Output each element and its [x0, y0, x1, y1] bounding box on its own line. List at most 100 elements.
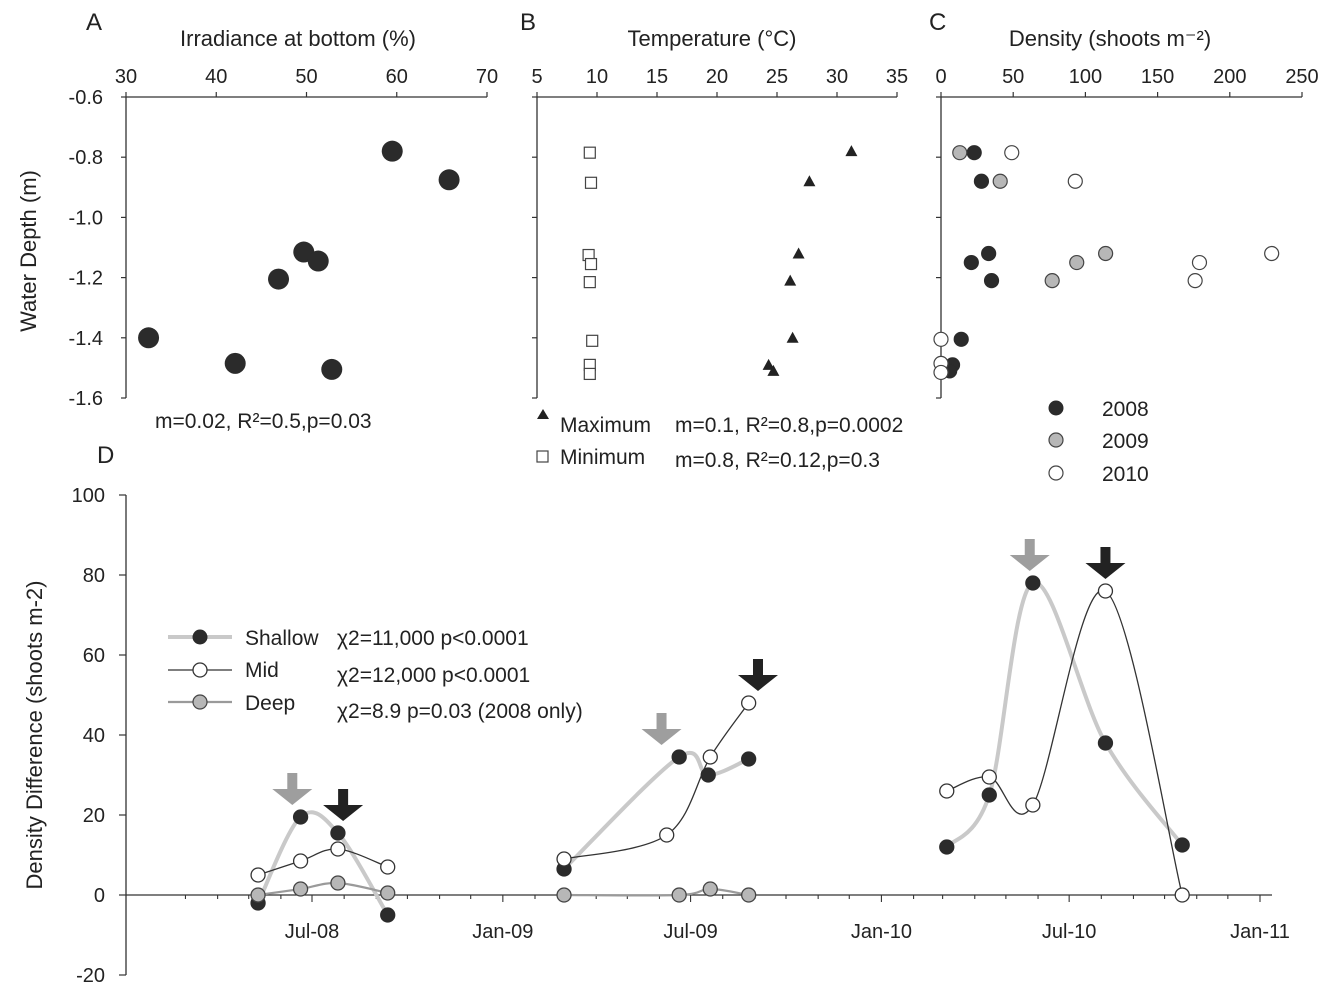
max-temp-point	[786, 331, 799, 343]
legend-mid-label: Mid	[245, 659, 279, 682]
shallow-point	[292, 809, 309, 825]
legend-minimum-stat: m=0.8, R²=0.12,p=0.3	[675, 449, 880, 472]
density-point-2009	[952, 145, 968, 161]
y-tick-label: -1.4	[69, 328, 103, 350]
density-point-2008	[953, 331, 969, 347]
y-tick-label: 100	[72, 485, 105, 507]
mid-point	[556, 851, 572, 867]
panel-a-letter: A	[86, 9, 102, 36]
panel-d-letter: D	[97, 442, 114, 469]
mid-point	[250, 867, 266, 883]
max-temp-point	[845, 145, 858, 157]
y-tick-label: 20	[83, 805, 105, 827]
min-temp-point	[584, 176, 598, 189]
x-tick-label: Jan-11	[1230, 921, 1290, 943]
panel-a-ylabel: Water Depth (m)	[16, 170, 41, 332]
legend-deep-marker	[192, 694, 208, 710]
y-tick-label: 80	[83, 565, 105, 587]
legend-shallow-stat: χ2=11,000 p<0.0001	[337, 627, 529, 650]
deep-point	[330, 875, 346, 891]
x-tick-label: 150	[1141, 66, 1174, 88]
shallow-point	[981, 787, 997, 803]
min-temp-point	[583, 146, 596, 159]
max-temp-point	[792, 247, 805, 259]
legend-2010-marker	[1048, 465, 1064, 481]
max-temp-point	[762, 358, 775, 370]
density-point-2008	[981, 245, 997, 262]
data-point	[381, 140, 403, 162]
x-tick-label: 40	[205, 66, 227, 88]
density-point-2010	[1004, 145, 1020, 161]
min-temp-point	[583, 276, 596, 289]
y-tick-label: -20	[76, 965, 105, 987]
panel-b-letter: B	[520, 9, 536, 36]
density-point-2010	[1067, 173, 1083, 189]
x-tick-label: 25	[766, 66, 788, 88]
x-tick-label: 50	[295, 66, 317, 88]
deep-point	[671, 887, 687, 903]
peak-arrow-gray	[272, 773, 313, 805]
deep-point	[702, 881, 718, 897]
x-tick-label: Jan-09	[472, 921, 533, 943]
peak-arrow-gray	[641, 713, 682, 745]
density-point-2008	[966, 145, 982, 161]
mid-point	[292, 853, 309, 869]
panel-a-stat: m=0.02, R²=0.5,p=0.03	[155, 410, 372, 433]
min-temp-point	[586, 334, 599, 347]
shallow-point	[700, 767, 716, 783]
x-tick-label: 5	[531, 66, 542, 88]
x-tick-label: 100	[1069, 66, 1102, 88]
data-point	[224, 352, 246, 374]
data-point	[307, 250, 329, 272]
x-tick-label: Jul-08	[285, 921, 339, 943]
x-tick-label: Jan-10	[851, 921, 912, 943]
mid-point	[981, 769, 997, 785]
mid-point	[702, 749, 718, 765]
panel-b: B Temperature (°C) 5 10 15 20 25 30 35 Maximum…	[520, 9, 908, 472]
legend-minimum-label: Minimum	[560, 446, 645, 469]
x-tick-label: 200	[1213, 66, 1246, 88]
panel-b-legend: Maximum m=0.1, R²=0.8,p=0.0002 Minimum m…	[536, 409, 903, 472]
min-temp-point	[584, 257, 598, 271]
legend-maximum-stat: m=0.1, R²=0.8,p=0.0002	[675, 414, 903, 437]
data-point	[268, 268, 290, 290]
y-tick-label: -0.8	[69, 147, 103, 169]
min-temp-point	[583, 367, 596, 381]
legend-2008-marker	[1048, 400, 1064, 416]
panel-a-xlabel: Irradiance at bottom (%)	[180, 26, 416, 51]
deep-point	[741, 887, 757, 903]
mid-point	[1174, 887, 1190, 903]
x-tick-label: 10	[586, 66, 608, 88]
mid-line	[257, 848, 389, 876]
legend-triangle-marker	[537, 409, 549, 419]
shallow-point	[1097, 735, 1114, 751]
density-point-2008	[973, 173, 990, 189]
legend-shallow-label: Shallow	[245, 627, 319, 650]
mid-point	[939, 783, 955, 799]
mid-point	[1097, 583, 1114, 599]
max-temp-point	[803, 175, 816, 187]
panel-c: C Density (shoots m⁻²) 0 50 100 150 200 250 2…	[929, 9, 1319, 486]
panel-d-legend: Shallow χ2=11,000 p<0.0001 Mid χ2=12,000…	[168, 627, 583, 723]
peak-arrow-black	[1085, 547, 1126, 579]
peak-arrow-gray	[1009, 539, 1050, 571]
legend-square-marker	[536, 450, 549, 463]
deep-line	[256, 881, 389, 897]
data-point	[438, 169, 460, 191]
y-tick-label: -1.6	[69, 388, 103, 410]
y-tick-label: -0.6	[69, 87, 103, 109]
x-tick-label: 250	[1285, 66, 1318, 88]
x-tick-label: 30	[115, 66, 137, 88]
density-point-2008	[983, 273, 1000, 289]
legend-2008-label: 2008	[1102, 398, 1149, 421]
shallow-point	[741, 751, 757, 767]
x-tick-label: Jul-09	[663, 921, 717, 943]
peak-arrow-black	[737, 659, 778, 691]
panel-c-legend: 2008 2009 2010	[1048, 398, 1149, 486]
panel-c-letter: C	[929, 9, 946, 36]
legend-mid-stat: χ2=12,000 p<0.0001	[337, 664, 530, 687]
x-tick-label: 15	[646, 66, 668, 88]
shallow-line	[562, 750, 751, 871]
mid-point	[659, 827, 675, 843]
deep-point	[380, 885, 396, 901]
